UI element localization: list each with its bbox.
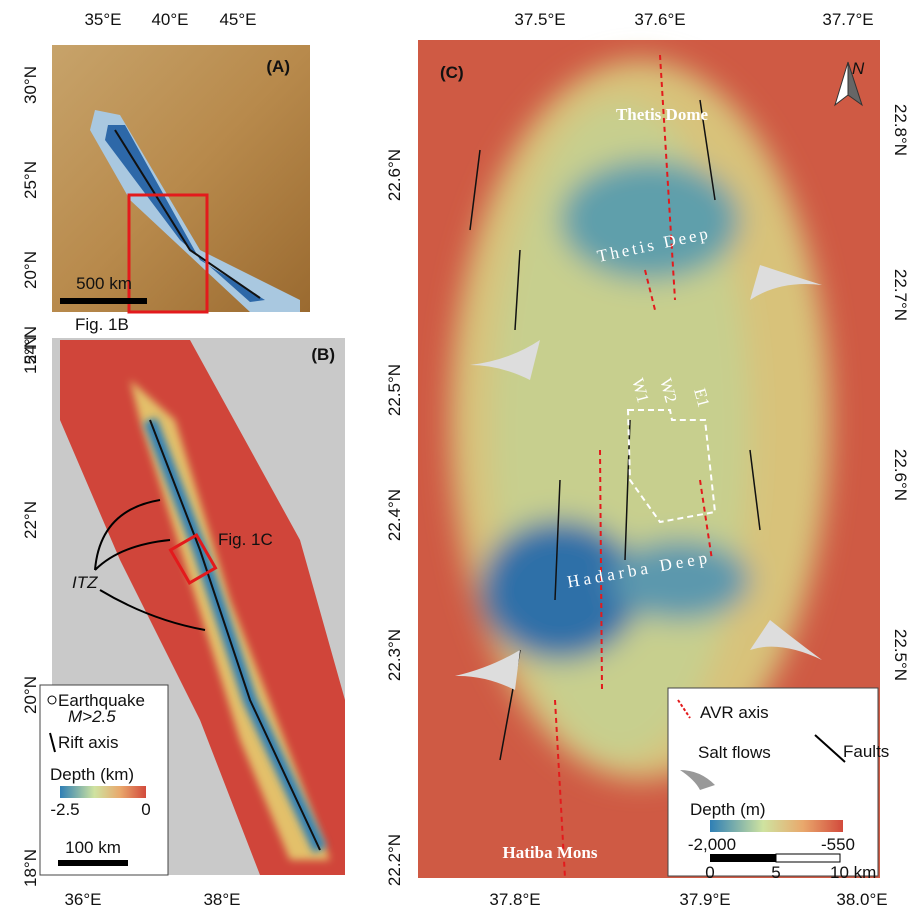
annotation: ITZ xyxy=(72,573,98,592)
tick-label: 36°E xyxy=(64,890,101,909)
tick-label: 22.8°N xyxy=(891,104,910,156)
feature-label: Thetis Dome xyxy=(616,105,709,124)
legend-label: Faults xyxy=(843,742,889,761)
tick-label: 20°N xyxy=(21,251,40,289)
tick-label: 22.5°N xyxy=(891,629,910,681)
tick-label: 22.2°N xyxy=(385,834,404,886)
tick-label: 18°N xyxy=(21,849,40,887)
panel-c: (C) N Thetis Dome Thetis Deep Hadarba De… xyxy=(385,10,910,909)
tick-label: 40°E xyxy=(151,10,188,29)
scale-label: 5 xyxy=(771,863,780,882)
figure: (A) Fig. 1B 500 km 35°E 40°E 45°E 30°N 2… xyxy=(0,0,917,919)
tick-label: 45°E xyxy=(219,10,256,29)
panel-label: (C) xyxy=(440,63,464,82)
panel-label: (B) xyxy=(311,345,335,364)
legend-label: AVR axis xyxy=(700,703,769,722)
legend-label: Salt flows xyxy=(698,743,771,762)
inset-label: Fig. 1C xyxy=(218,530,273,549)
panel-b: (B) Fig. 1C ITZ Earthquake M>2.5 Rift ax… xyxy=(21,326,345,909)
legend-label: -550 xyxy=(821,835,855,854)
legend-label: -2,000 xyxy=(688,835,736,854)
legend-label: M>2.5 xyxy=(68,707,116,726)
legend-label: Depth (km) xyxy=(50,765,134,784)
legend-label: -2.5 xyxy=(50,800,79,819)
tick-label: 22.5°N xyxy=(385,364,404,416)
north-label: N xyxy=(852,59,865,78)
tick-label: 37.8°E xyxy=(489,890,540,909)
tick-label: 22.4°N xyxy=(385,489,404,541)
panel-a: (A) Fig. 1B 500 km 35°E 40°E 45°E 30°N 2… xyxy=(21,10,310,374)
tick-label: 22.6°N xyxy=(891,449,910,501)
tick-label: 37.6°E xyxy=(634,10,685,29)
tick-label: 20°N xyxy=(21,676,40,714)
feature-label: Hatiba Mons xyxy=(503,843,598,862)
tick-label: 37.5°E xyxy=(514,10,565,29)
scale-label: 100 km xyxy=(65,838,121,857)
panel-label: (A) xyxy=(266,57,290,76)
tick-label: 24°N xyxy=(21,326,40,364)
scale-label: 500 km xyxy=(76,274,132,293)
scale-label: 0 xyxy=(705,863,714,882)
tick-label: 25°N xyxy=(21,161,40,199)
inset-label: Fig. 1B xyxy=(75,315,129,334)
legend-label: Depth (m) xyxy=(690,800,766,819)
tick-label: 37.9°E xyxy=(679,890,730,909)
legend-label: Rift axis xyxy=(58,733,118,752)
tick-label: 22.6°N xyxy=(385,149,404,201)
tick-label: 37.7°E xyxy=(822,10,873,29)
tick-label: 22.7°N xyxy=(891,269,910,321)
tick-label: 38°E xyxy=(203,890,240,909)
legend-label: 0 xyxy=(141,800,150,819)
tick-label: 22.3°N xyxy=(385,629,404,681)
tick-label: 38.0°E xyxy=(836,890,887,909)
tick-label: 30°N xyxy=(21,66,40,104)
tick-label: 22°N xyxy=(21,501,40,539)
scale-label: 10 km xyxy=(830,863,876,882)
tick-label: 35°E xyxy=(84,10,121,29)
